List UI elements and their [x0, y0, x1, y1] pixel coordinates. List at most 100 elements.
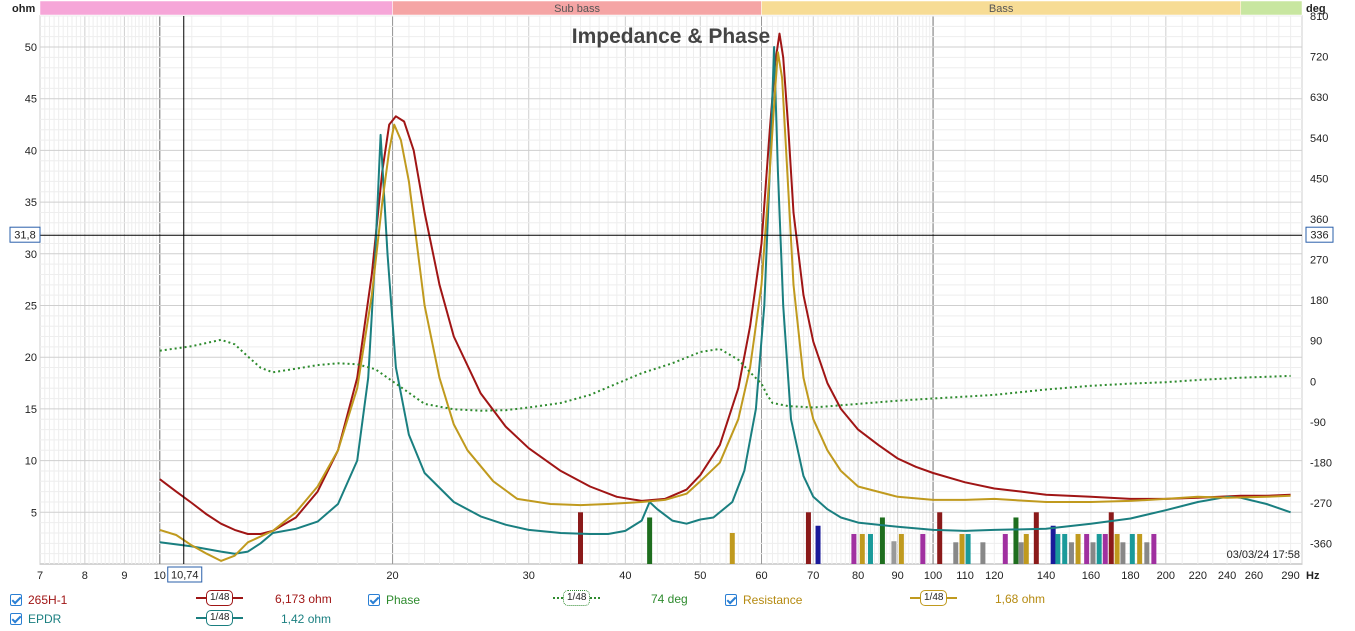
right-tick-label: 0 [1310, 376, 1316, 388]
smoothing-label: 1/48 [920, 590, 948, 606]
legend-value-265h-1: 6,173 ohm [275, 592, 332, 606]
smoothing-button-phase[interactable]: 1/48 [553, 590, 601, 606]
left-tick-label: 10 [25, 456, 37, 468]
impulse-bar [1114, 534, 1120, 564]
x-tick-label: 160 [1082, 570, 1100, 582]
cursor-y-left-readout-box [9, 226, 41, 243]
impulse-bar [1102, 534, 1108, 564]
checkbox[interactable] [368, 594, 380, 606]
impulse-bar [1050, 525, 1056, 564]
cursor-y-right-readout-box [1305, 226, 1334, 243]
impulse-bar [959, 534, 965, 564]
impulse-bar [1062, 534, 1068, 564]
right-tick-label: 540 [1310, 133, 1328, 145]
right-tick-label: 270 [1310, 255, 1328, 267]
checkbox[interactable] [10, 594, 22, 606]
left-tick-label: 20 [25, 352, 37, 364]
impulse-bar [867, 534, 873, 564]
right-tick-label: 90 [1310, 336, 1322, 348]
impulse-bar [851, 534, 857, 564]
x-tick-label: 20 [386, 570, 398, 582]
impulse-bar [1055, 534, 1061, 564]
checkbox[interactable] [725, 594, 737, 606]
legend-value-epdr: 1,42 ohm [281, 612, 332, 626]
left-tick-label: 50 [25, 42, 37, 54]
impulse-bar [891, 541, 897, 564]
impulse-bar [647, 517, 653, 564]
checkbox[interactable] [10, 613, 22, 625]
legend-label: Resistance [743, 593, 803, 607]
impulse-bar [1013, 517, 1019, 564]
left-tick-label: 25 [25, 301, 37, 313]
impulse-bar [980, 542, 986, 564]
series-line-epdr[interactable] [159, 46, 1291, 555]
timestamp: 03/03/24 17:58 [1227, 549, 1300, 561]
impulse-bar [1002, 534, 1008, 564]
impulse-bar [1075, 534, 1081, 564]
impulse-bar [815, 525, 821, 564]
impulse-bar [729, 532, 735, 564]
x-tick-label: 240 [1218, 570, 1236, 582]
impulse-bar [577, 512, 583, 564]
impulse-bar [1151, 534, 1157, 564]
x-tick-label: 120 [985, 570, 1003, 582]
impulse-bar [1144, 542, 1150, 564]
impulse-bar [805, 512, 811, 564]
x-tick-label: 30 [523, 570, 535, 582]
frequency-band[interactable] [1240, 0, 1303, 16]
right-tick-label: 810 [1310, 11, 1328, 23]
legend: 265H-1 1/48 6,173 ohm Phase 1/48 74 deg … [0, 588, 1355, 631]
x-tick-label: 80 [852, 570, 864, 582]
impulse-bar [1018, 542, 1024, 564]
impulse-bar [1108, 512, 1114, 564]
smoothing-button-resistance[interactable]: 1/48 [910, 590, 958, 606]
right-tick-label: -90 [1310, 417, 1326, 429]
smoothing-button-265h-1[interactable]: 1/48 [196, 590, 244, 606]
x-tick-label: 40 [619, 570, 631, 582]
cursor-x-readout-box [167, 566, 203, 583]
impulse-bar [1120, 542, 1126, 564]
cursor-y-left-readout: 31,8 [14, 230, 35, 242]
plot-area[interactable] [39, 15, 1303, 565]
smoothing-label: 1/48 [563, 590, 591, 606]
left-tick-label: 30 [25, 249, 37, 261]
legend-item-265h-1[interactable]: 265H-1 [10, 591, 67, 609]
x-tick-label: 9 [121, 570, 127, 582]
x-tick-label: 140 [1037, 570, 1055, 582]
impulse-bar [1096, 534, 1102, 564]
band-label: Bass [989, 3, 1014, 15]
impulse-bar [898, 534, 904, 564]
x-tick-label: 90 [892, 570, 904, 582]
series-line-resistance[interactable] [159, 51, 1291, 562]
band-label: Sub bass [554, 3, 600, 15]
x-tick-label: 8 [82, 570, 88, 582]
impulse-bar [1090, 542, 1096, 564]
x-axis-unit: Hz [1306, 570, 1320, 582]
legend-label: EPDR [28, 612, 62, 626]
legend-item-epdr[interactable]: EPDR [10, 610, 61, 628]
impulse-bar [879, 517, 885, 564]
smoothing-button-epdr[interactable]: 1/48 [196, 610, 244, 626]
smoothing-label: 1/48 [206, 590, 234, 606]
left-tick-label: 15 [25, 404, 37, 416]
right-tick-label: 450 [1310, 173, 1328, 185]
cursor-y-right-readout: 336 [1310, 230, 1328, 242]
x-tick-label: 10 [154, 570, 166, 582]
x-tick-label: 7 [37, 570, 43, 582]
x-tick-label: 100 [924, 570, 942, 582]
series-line-265h-1[interactable] [159, 32, 1291, 535]
right-tick-label: 360 [1310, 214, 1328, 226]
right-tick-label: 180 [1310, 295, 1328, 307]
left-tick-label: 40 [25, 145, 37, 157]
left-axis-unit: ohm [12, 3, 35, 15]
impulse-bar [1129, 534, 1135, 564]
frequency-band[interactable] [39, 0, 393, 16]
right-axis-unit: deg [1306, 3, 1326, 15]
legend-item-resistance[interactable]: Resistance [725, 591, 802, 609]
impulse-bar [859, 534, 865, 564]
impedance-phase-chart[interactable]: Sub bass Bass ohm 5 10 15 20 25 30 35 40 45 50 deg -3… [0, 0, 1355, 588]
legend-item-phase[interactable]: Phase [368, 591, 420, 609]
right-tick-label: 630 [1310, 92, 1328, 104]
impulse-bar [953, 542, 959, 564]
right-tick-label: -180 [1310, 458, 1332, 470]
